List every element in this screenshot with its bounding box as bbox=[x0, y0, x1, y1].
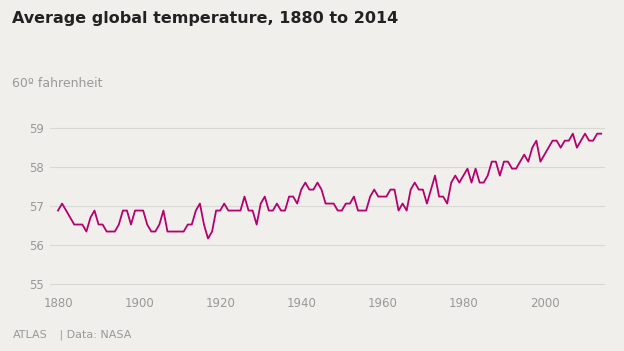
Text: Average global temperature, 1880 to 2014: Average global temperature, 1880 to 2014 bbox=[12, 11, 399, 26]
Text: 60º fahrenheit: 60º fahrenheit bbox=[12, 77, 103, 90]
Text: | Data: NASA: | Data: NASA bbox=[56, 330, 132, 340]
Text: ATLAS: ATLAS bbox=[12, 331, 47, 340]
